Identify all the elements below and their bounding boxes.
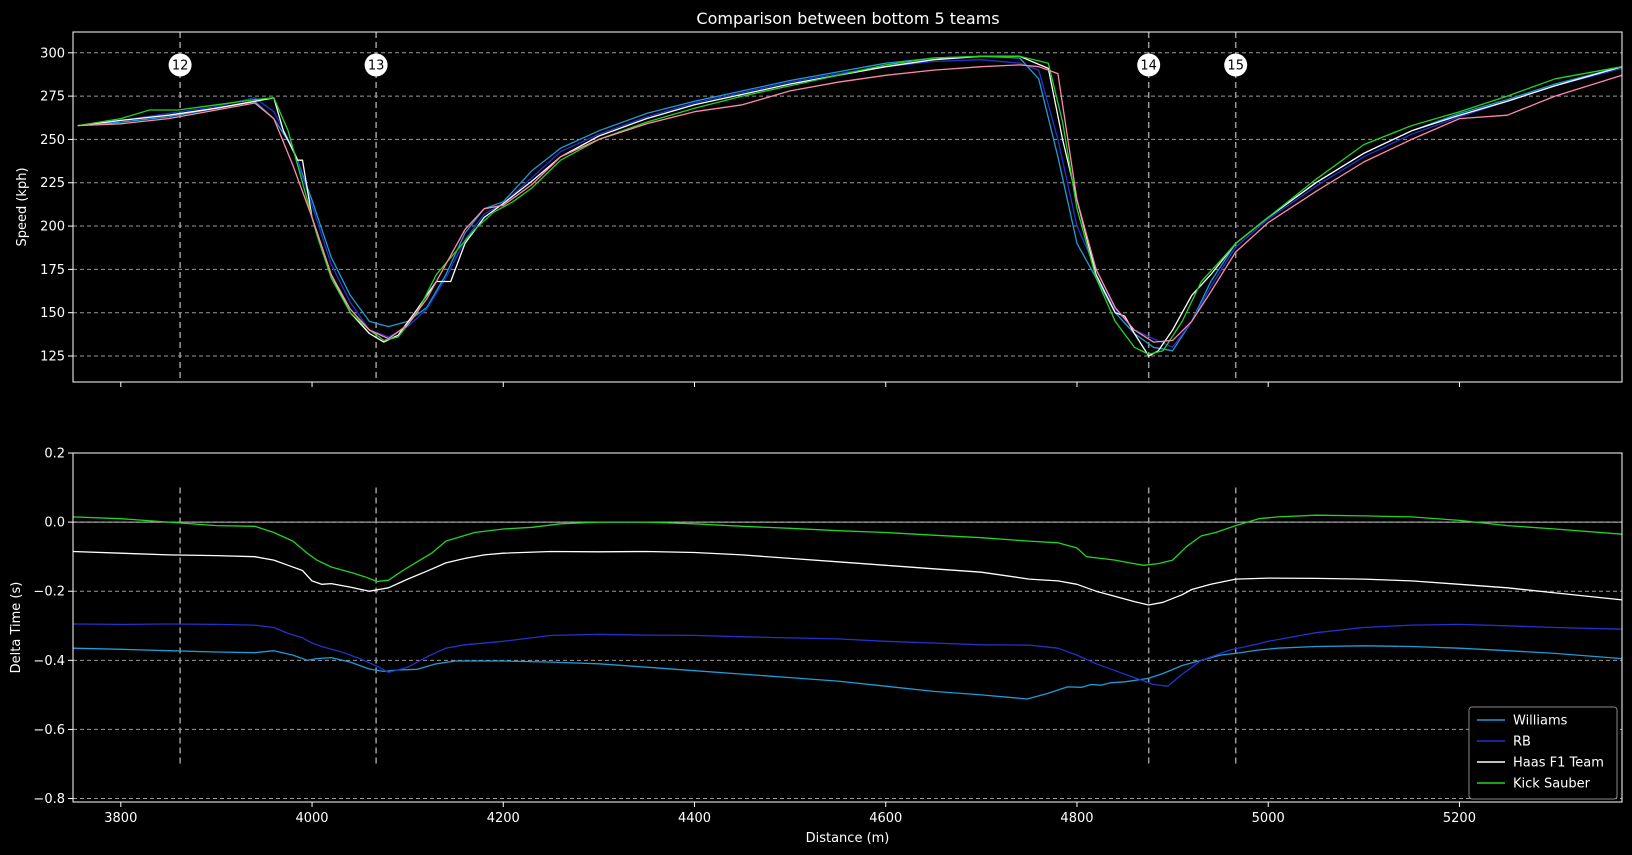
speed-gridlines <box>73 52 1622 357</box>
legend-label: Haas F1 Team <box>1513 756 1604 771</box>
delta-series-line <box>72 550 1623 606</box>
x-tick-label: 4800 <box>1060 811 1093 826</box>
corner-marker <box>168 53 192 77</box>
speed-y-tick-label: 150 <box>40 306 65 321</box>
delta-gridlines <box>73 521 1622 800</box>
delta-plot: −0.8 −0.6 −0.4 −0.2 0.0 0.2 3800 4000 4200 4400 4… <box>9 447 1623 846</box>
delta-y-tick-label: 0.0 <box>44 516 65 531</box>
corner-marker <box>1224 53 1248 77</box>
corner-marker <box>364 53 388 77</box>
speed-y-tick-label: 125 <box>40 350 65 365</box>
corner-number: 15 <box>1227 59 1244 74</box>
delta-y-tick-label: −0.8 <box>33 792 65 807</box>
speed-series <box>77 55 1623 357</box>
legend-frame <box>1468 706 1618 800</box>
speed-series-line <box>77 64 1623 343</box>
x-tick-label: 3800 <box>104 811 137 826</box>
delta-y-tick-label: −0.2 <box>33 585 65 600</box>
speed-series-line <box>77 55 1623 357</box>
chart-title: Comparison between bottom 5 teams <box>696 9 999 28</box>
x-tick-label: 4000 <box>295 811 328 826</box>
speed-y-tick-label: 175 <box>40 263 65 278</box>
legend: Williams RB Haas F1 Team Kick Sauber <box>1468 706 1618 800</box>
delta-y-tick-label: −0.6 <box>33 723 65 738</box>
delta-axis-label: Delta Time (s) <box>9 582 24 674</box>
x-tick-label: 4600 <box>869 811 902 826</box>
x-tick-label: 5200 <box>1443 811 1476 826</box>
delta-y-tick-label: 0.2 <box>44 447 65 462</box>
speed-y-tick-label: 200 <box>40 220 65 235</box>
delta-x-ticks: 3800 4000 4200 4400 4600 4800 5000 5200 <box>104 802 1476 826</box>
speed-axis-label: Speed (kph) <box>15 167 30 246</box>
speed-x-ticks <box>120 382 1460 387</box>
corner-number: 13 <box>368 59 385 74</box>
x-tick-label: 4200 <box>487 811 520 826</box>
legend-label: Kick Sauber <box>1513 777 1591 792</box>
delta-y-tick-label: −0.4 <box>33 654 65 669</box>
legend-label: Williams <box>1513 714 1568 729</box>
x-tick-label: 4400 <box>678 811 711 826</box>
delta-corner-lines <box>179 487 1237 768</box>
corner-labels: 12 13 14 15 <box>168 53 1248 77</box>
speed-plot: 12 13 14 15 125 150 175 200 225 250 275 300 Speed … <box>15 31 1623 387</box>
delta-series <box>72 514 1623 700</box>
x-tick-label: 5000 <box>1252 811 1285 826</box>
corner-number: 12 <box>172 59 189 74</box>
corner-marker <box>1137 53 1161 77</box>
delta-series-line <box>72 623 1623 687</box>
speed-y-ticks: 125 150 175 200 225 250 275 300 <box>40 46 73 365</box>
speed-y-tick-label: 225 <box>40 176 65 191</box>
delta-series-line <box>72 514 1623 583</box>
corner-number: 14 <box>1140 59 1157 74</box>
delta-plot-frame <box>72 452 1623 803</box>
speed-y-tick-label: 250 <box>40 133 65 148</box>
delta-y-ticks: −0.8 −0.6 −0.4 −0.2 0.0 0.2 <box>33 447 73 807</box>
speed-y-tick-label: 300 <box>40 46 65 61</box>
delta-series-line <box>72 645 1623 700</box>
speed-y-tick-label: 275 <box>40 90 65 105</box>
speed-plot-frame <box>72 31 1623 383</box>
legend-label: RB <box>1513 735 1531 750</box>
distance-axis-label: Distance (m) <box>806 831 890 846</box>
speed-series-line <box>77 59 1623 348</box>
